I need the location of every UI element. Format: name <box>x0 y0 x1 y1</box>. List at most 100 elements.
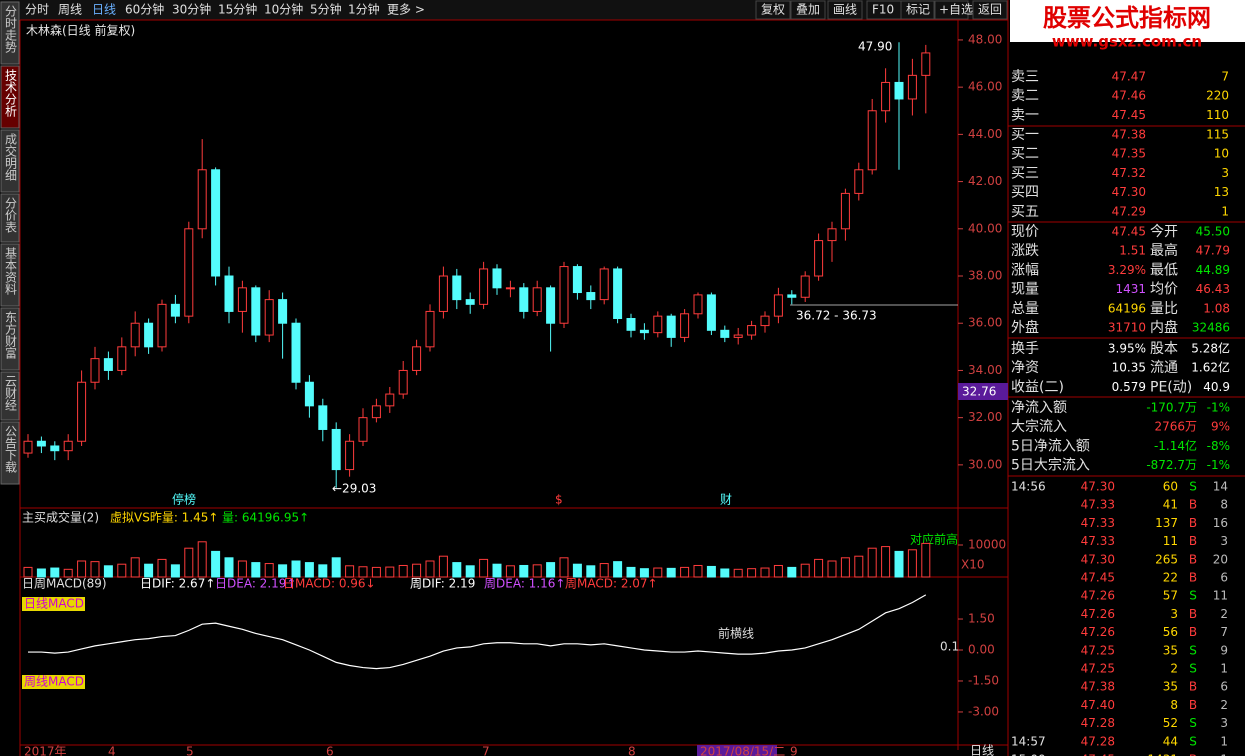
volume-note: 对应前高 <box>910 532 958 547</box>
side-tab[interactable] <box>0 129 20 193</box>
volume-bar <box>237 560 247 578</box>
candle-body <box>358 417 368 442</box>
action-label[interactable]: 叠加 <box>796 3 820 17</box>
period-tab[interactable]: 30分钟 <box>172 2 211 17</box>
volume-bar <box>800 563 810 578</box>
book-price: 47.29 <box>1112 204 1146 218</box>
period-tab[interactable]: 日线 <box>92 3 116 17</box>
book-price: 47.38 <box>1112 128 1146 142</box>
side-tab[interactable] <box>0 65 20 129</box>
candle-body <box>224 275 234 312</box>
side-tab-label[interactable]: 东方财富 <box>4 311 18 360</box>
candle-body <box>278 299 288 324</box>
candle-body <box>237 287 247 312</box>
action-label[interactable]: 返回 <box>978 3 1002 17</box>
action-label[interactable]: 复权 <box>761 3 785 17</box>
side-tab-label[interactable]: 成交明细 <box>4 133 18 181</box>
candle-body <box>653 315 663 334</box>
side-tab-label[interactable]: 云财经 <box>4 375 18 411</box>
period-tab[interactable]: 5分钟 <box>310 2 342 17</box>
side-tab[interactable] <box>0 243 20 307</box>
action-button[interactable] <box>900 0 936 20</box>
date-label: 8 <box>628 745 636 756</box>
volume-bar <box>36 568 46 578</box>
stat-label: 今开 <box>1150 224 1178 240</box>
volume-bar <box>706 565 716 578</box>
candle-body <box>787 294 797 298</box>
side-tab[interactable] <box>0 307 20 371</box>
period-tab[interactable]: 分时 <box>25 3 49 17</box>
book-price: 47.46 <box>1112 89 1146 103</box>
period-tab[interactable]: 10分钟 <box>264 2 303 17</box>
flow-value: -1.14亿 <box>1154 438 1197 453</box>
side-tab-label[interactable]: 技术分析 <box>4 69 18 118</box>
volume-bar <box>117 563 127 578</box>
volume-bar <box>331 557 341 578</box>
volume-bar <box>318 564 328 578</box>
stat-value: 3.29% <box>1108 263 1146 277</box>
side-tab-label[interactable]: 基本资料 <box>4 247 18 295</box>
trade-count: 8 <box>1220 498 1228 512</box>
side-tab[interactable] <box>0 421 20 485</box>
volume-bar <box>184 547 194 578</box>
macd-label: 周线MACD <box>24 675 84 689</box>
volume-bar <box>546 562 556 578</box>
volume-bar <box>559 557 569 578</box>
candle-body <box>36 440 46 447</box>
candle-body <box>693 294 703 315</box>
stat-value: 47.79 <box>1196 244 1230 258</box>
action-button[interactable] <box>755 0 791 20</box>
trade-price: 47.30 <box>1081 552 1115 566</box>
period-tab[interactable]: 60分钟 <box>125 2 164 17</box>
trade-volume: 8 <box>1170 698 1178 712</box>
action-label[interactable]: +自选 <box>939 3 973 17</box>
trade-side: B <box>1189 680 1197 694</box>
trade-count: 1 <box>1220 753 1228 756</box>
action-button[interactable] <box>790 0 826 20</box>
action-label[interactable]: 画线 <box>833 3 857 17</box>
macd-header: 日周MACD(89) <box>22 577 107 591</box>
candle-body <box>492 268 502 289</box>
trade-price: 47.33 <box>1081 498 1115 512</box>
trade-price: 47.40 <box>1081 698 1115 712</box>
candle-body <box>304 381 314 407</box>
volume-bar <box>653 567 663 578</box>
volume-bar <box>894 550 904 578</box>
stat-value: 0.579 <box>1112 380 1146 394</box>
side-tab-label[interactable]: 分价表 <box>4 197 18 233</box>
period-tab[interactable]: 15分钟 <box>218 2 257 17</box>
action-button[interactable] <box>933 0 969 20</box>
trade-side: B <box>1189 498 1197 512</box>
side-tab[interactable] <box>0 1 20 65</box>
candle-body <box>586 292 596 301</box>
side-tab[interactable] <box>0 193 20 243</box>
side-tab[interactable] <box>0 371 20 421</box>
period-tab[interactable]: 周线 <box>58 3 82 17</box>
candle-body <box>747 325 757 336</box>
period-tab[interactable]: 1分钟 <box>348 2 380 17</box>
trade-side: S <box>1189 480 1197 494</box>
trade-count: 3 <box>1220 716 1228 730</box>
side-tab-label[interactable]: 公告下载 <box>4 425 18 474</box>
volume-bar <box>666 567 676 578</box>
volume-bar <box>814 558 824 578</box>
candle-body <box>720 329 730 338</box>
chart-title: 木林森(日线 前复权) <box>26 23 135 38</box>
y-tick-label: 1.50 <box>968 612 995 626</box>
action-button[interactable] <box>827 0 863 20</box>
volume-bar <box>157 558 167 578</box>
action-label[interactable]: F10 <box>872 3 894 17</box>
volume-bar <box>251 562 261 578</box>
trade-side: B <box>1189 698 1197 712</box>
trade-side: S <box>1189 643 1197 657</box>
action-label[interactable]: 标记 <box>906 3 930 17</box>
trade-side: B <box>1189 534 1197 548</box>
volume-header: 主买成交量(2) <box>22 510 99 525</box>
trade-count: 6 <box>1220 571 1228 585</box>
side-tab-label[interactable]: 分时走势 <box>4 5 18 53</box>
action-button[interactable] <box>972 0 1008 20</box>
volume-bar <box>358 566 368 578</box>
book-label: 买二 <box>1011 146 1039 162</box>
trade-count: 9 <box>1220 643 1228 657</box>
period-tab[interactable]: 更多 > <box>387 3 425 17</box>
